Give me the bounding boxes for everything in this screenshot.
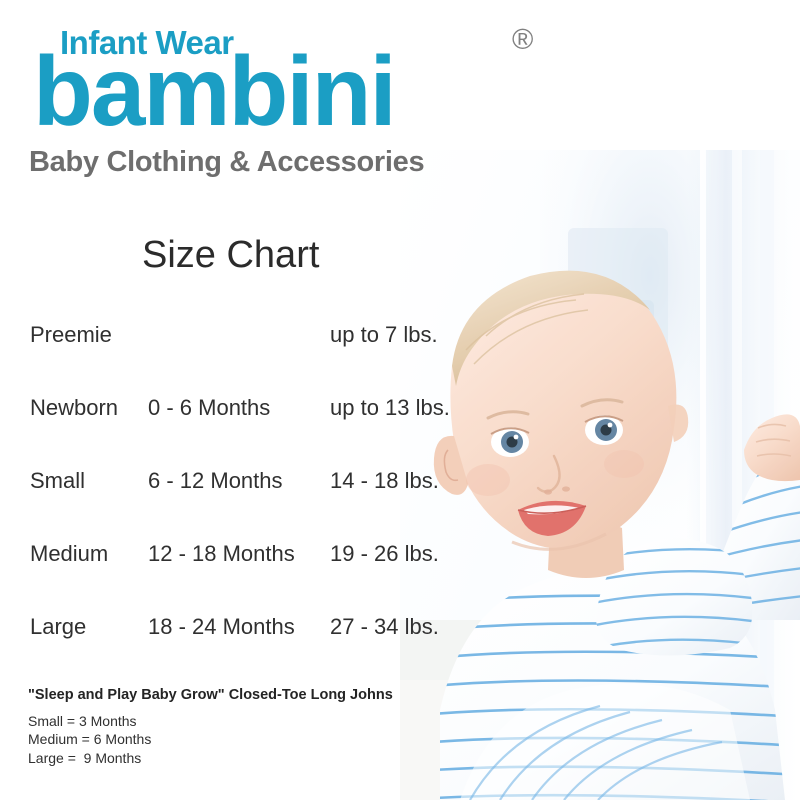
cell-age: 18 - 24 Months bbox=[148, 614, 295, 639]
brand-tagline: Baby Clothing & Accessories bbox=[29, 146, 425, 178]
registered-trademark-icon: ® bbox=[512, 24, 534, 56]
cell-size: Medium bbox=[30, 541, 109, 566]
cell-age: 0 - 6 Months bbox=[148, 395, 271, 420]
page-title: Size Chart bbox=[142, 234, 320, 276]
brand-logo: Infant Wear bambini ® Baby Clothing & Ac… bbox=[0, 0, 560, 200]
cell-weight: 27 - 34 lbs. bbox=[330, 614, 439, 639]
baby-photo-illustration bbox=[400, 150, 800, 800]
table-row: Newborn 0 - 6 Months up to 13 lbs. bbox=[0, 385, 470, 458]
table-row: Large 18 - 24 Months 27 - 34 lbs. bbox=[0, 604, 470, 677]
table-row: Preemie up to 7 lbs. bbox=[0, 312, 470, 385]
cell-weight: 14 - 18 lbs. bbox=[330, 468, 439, 493]
footnote-line-large: Large = 9 Months bbox=[28, 749, 142, 766]
cell-size: Preemie bbox=[30, 322, 112, 347]
cell-weight: 19 - 26 lbs. bbox=[330, 541, 439, 566]
cell-weight: up to 13 lbs. bbox=[330, 395, 450, 420]
brand-wordmark: bambini bbox=[33, 36, 397, 146]
cell-age: 6 - 12 Months bbox=[148, 468, 283, 493]
cell-size: Small bbox=[30, 468, 86, 493]
cell-size: Newborn bbox=[30, 395, 119, 420]
footnote-block: "Sleep and Play Baby Grow" Closed-Toe Lo… bbox=[28, 688, 458, 767]
brand-eyebrow-text: Infant Wear bbox=[60, 24, 234, 61]
footnote-title: "Sleep and Play Baby Grow" Closed-Toe Lo… bbox=[28, 687, 393, 703]
baby-photo bbox=[400, 150, 800, 800]
cell-size: Large bbox=[30, 614, 87, 639]
table-row: Medium 12 - 18 Months 19 - 26 lbs. bbox=[0, 531, 470, 604]
cell-age: 12 - 18 Months bbox=[148, 541, 295, 566]
footnote-line-small: Small = 3 Months bbox=[28, 712, 137, 729]
cell-weight: up to 7 lbs. bbox=[330, 322, 438, 347]
size-chart-table: Preemie up to 7 lbs. Newborn 0 - 6 Month… bbox=[0, 312, 470, 677]
table-row: Small 6 - 12 Months 14 - 18 lbs. bbox=[0, 458, 470, 531]
footnote-line-medium: Medium = 6 Months bbox=[28, 731, 152, 748]
